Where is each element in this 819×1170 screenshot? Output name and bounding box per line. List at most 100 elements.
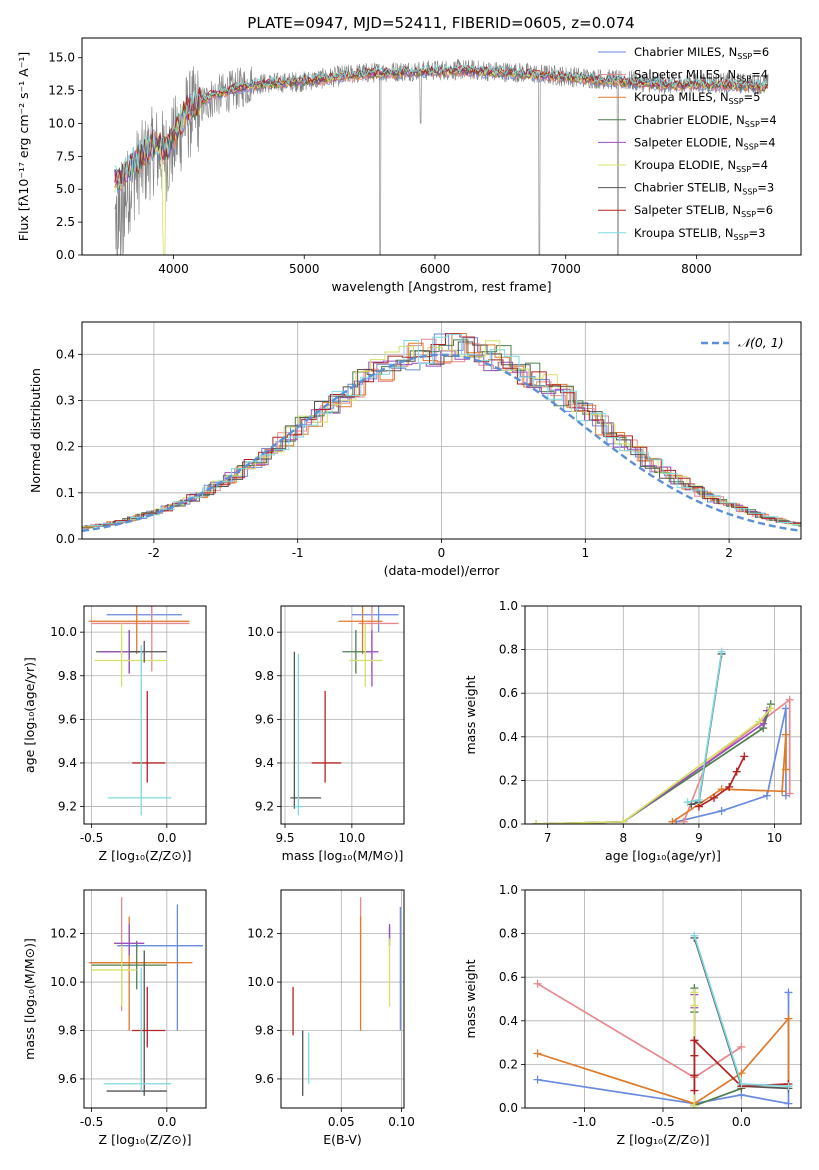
weight-marker-kroupa_stelib bbox=[694, 796, 703, 805]
residual-hist-salpeter_stelib bbox=[86, 333, 801, 527]
plot-area bbox=[292, 897, 402, 1096]
x-tick-label: 8000 bbox=[681, 262, 712, 276]
y-tick-label: 0.2 bbox=[499, 1057, 518, 1071]
legend-entry-salpeter_stelib: Salpeter STELIB, NSSP=6 bbox=[634, 203, 773, 219]
y-tick-label: 9.8 bbox=[255, 669, 274, 683]
weight-marker-chabrier_miles bbox=[784, 1099, 793, 1108]
y-tick-label: 0.2 bbox=[56, 440, 75, 454]
weight-series-salpeter_miles bbox=[683, 697, 791, 823]
plot-area bbox=[114, 59, 769, 255]
y-tick-label: 1.0 bbox=[499, 883, 518, 897]
weight-marker-salpeter_miles bbox=[785, 789, 794, 798]
weight-marker-kroupa_miles bbox=[778, 787, 787, 796]
weight-marker-kroupa_elodie bbox=[755, 717, 764, 726]
x-axis-label: Z [log₁₀(Z/Z⊙)] bbox=[99, 848, 192, 863]
model-spectrum-kroupa_stelib bbox=[114, 63, 768, 187]
residual-hist-chabrier_elodie bbox=[82, 339, 801, 528]
legend-entry-chabrier_miles: Chabrier MILES, NSSP=6 bbox=[634, 45, 769, 61]
axes-frame bbox=[83, 889, 207, 1109]
y-tick-label: 0.0 bbox=[56, 248, 75, 262]
weight-marker-salpeter_stelib bbox=[690, 1071, 699, 1080]
y-tick-label: 10.0 bbox=[247, 975, 274, 989]
y-tick-label: 10.0 bbox=[50, 625, 77, 639]
x-tick-label: 7 bbox=[544, 831, 552, 845]
y-tick-label: 9.6 bbox=[58, 712, 77, 726]
axes-frame bbox=[81, 321, 802, 540]
x-axis-label: mass [log₁₀(M/M⊙)] bbox=[282, 848, 404, 863]
panel-age_vs_Z: -0.5 0.0 9.2 9.4 9.6 9.8 10.0 Z [log₁₀(Z/Z⊙)] ag… bbox=[22, 605, 207, 863]
weight-marker-salpeter_stelib bbox=[725, 782, 734, 791]
y-tick-label: 9.8 bbox=[255, 1023, 274, 1037]
y-axis-label: Flux [fλ10⁻¹⁷ erg cm⁻² s⁻¹ A⁻¹] bbox=[16, 52, 31, 241]
y-tick-label: 1.0 bbox=[499, 599, 518, 613]
legend-entry-kroupa_miles: Kroupa MILES, NSSP=5 bbox=[634, 90, 760, 106]
weight-marker-chabrier_miles bbox=[784, 988, 793, 997]
panel-weight_vs_age: 7 8 9 10 0.0 0.2 0.4 0.6 0.8 1.0 age [log₁₀(age/yr… bbox=[463, 599, 802, 863]
axes-frame bbox=[280, 605, 405, 825]
panel-mass_vs_ebv: 0.05 0.10 9.6 9.8 10.0 10.2 E(B-V) bbox=[247, 889, 415, 1147]
figure-title: PLATE=0947, MJD=52411, FIBERID=0605, z=0… bbox=[247, 14, 634, 32]
legend-entry-chabrier_elodie: Chabrier ELODIE, NSSP=4 bbox=[634, 113, 777, 129]
y-tick-label: 10.0 bbox=[50, 975, 77, 989]
residual-hist-kroupa_miles bbox=[82, 333, 801, 529]
y-axis-label: mass [log₁₀(M/M⊙)] bbox=[22, 938, 37, 1060]
legend-entry-chabrier_stelib: Chabrier STELIB, NSSP=3 bbox=[634, 181, 774, 197]
model-spectrum-salpeter_stelib bbox=[114, 64, 768, 186]
weight-marker-kroupa_stelib bbox=[784, 1082, 793, 1091]
x-tick-label: 9.5 bbox=[275, 831, 294, 845]
plot-area bbox=[82, 333, 801, 533]
y-tick-label: 0.3 bbox=[56, 393, 75, 407]
y-tick-label: 0.4 bbox=[499, 730, 518, 744]
x-tick-label: 7000 bbox=[550, 262, 581, 276]
x-tick-label: 5000 bbox=[289, 262, 320, 276]
x-tick-label: -0.5 bbox=[80, 831, 103, 845]
weight-marker-salpeter_stelib bbox=[690, 1036, 699, 1045]
y-tick-label: 10.2 bbox=[50, 927, 77, 941]
y-tick-label: 0.1 bbox=[56, 486, 75, 500]
y-axis-label: mass weight bbox=[463, 675, 478, 754]
y-tick-label: 9.4 bbox=[58, 756, 77, 770]
legend: 𝒩(0, 1) bbox=[701, 335, 784, 350]
x-axis-label: Z [log₁₀(Z/Z⊙)] bbox=[617, 1132, 710, 1147]
axes-frame bbox=[83, 605, 207, 825]
weight-marker-salpeter_stelib bbox=[690, 1051, 699, 1060]
x-tick-label: 10.0 bbox=[338, 831, 365, 845]
axes-frame bbox=[524, 889, 802, 1109]
x-axis-label: (data-model)/error bbox=[384, 563, 501, 578]
x-tick-label: 0.05 bbox=[328, 1115, 355, 1129]
normal-curve bbox=[82, 353, 801, 533]
y-tick-label: 0.4 bbox=[56, 347, 75, 361]
x-tick-label: 1 bbox=[581, 546, 589, 560]
residual-hist-kroupa_elodie bbox=[82, 340, 801, 527]
x-tick-label: -0.5 bbox=[651, 1115, 674, 1129]
y-axis-label: Normed distribution bbox=[28, 368, 43, 493]
plot-area bbox=[88, 897, 203, 1096]
legend-entry-salpeter_elodie: Salpeter ELODIE, NSSP=4 bbox=[634, 135, 776, 151]
weight-marker-kroupa_miles bbox=[533, 1049, 542, 1058]
plot-area bbox=[290, 606, 399, 816]
y-tick-label: 9.8 bbox=[58, 1023, 77, 1037]
weight-marker-salpeter_miles bbox=[737, 1042, 746, 1051]
y-tick-label: 12.5 bbox=[48, 84, 75, 98]
weight-marker-chabrier_miles bbox=[762, 791, 771, 800]
y-tick-label: 0.8 bbox=[499, 927, 518, 941]
y-tick-label: 0.0 bbox=[499, 817, 518, 831]
residual-hist-chabrier_stelib bbox=[84, 341, 801, 527]
plot-panels: 4000 5000 6000 7000 80000.02.55.07.510.012.5… bbox=[16, 37, 802, 1147]
y-tick-label: 7.5 bbox=[56, 149, 75, 163]
model-spectrum-chabrier_miles bbox=[114, 68, 768, 194]
y-tick-label: 0.6 bbox=[499, 686, 518, 700]
weight-marker-kroupa_stelib bbox=[737, 1080, 746, 1089]
legend-entry-kroupa_stelib: Kroupa STELIB, NSSP=3 bbox=[634, 226, 765, 242]
weight-marker-salpeter_stelib bbox=[732, 767, 741, 776]
y-tick-label: 0.2 bbox=[499, 773, 518, 787]
panel-weight_vs_Z: -1.0 -0.5 0.0 0.0 0.2 0.4 0.6 0.8 1.0 Z [log₁₀(Z/… bbox=[463, 883, 802, 1147]
weight-marker-kroupa_stelib bbox=[717, 647, 726, 656]
y-tick-label: 5.0 bbox=[56, 182, 75, 196]
weight-marker-salpeter_miles bbox=[679, 817, 688, 824]
weight-marker-kroupa_miles bbox=[781, 730, 790, 739]
legend-entry-kroupa_elodie: Kroupa ELODIE, NSSP=4 bbox=[634, 158, 768, 174]
weight-marker-kroupa_elodie bbox=[766, 704, 775, 713]
weight-marker-kroupa_elodie bbox=[690, 988, 699, 997]
weight-series-kroupa_elodie bbox=[536, 707, 772, 824]
